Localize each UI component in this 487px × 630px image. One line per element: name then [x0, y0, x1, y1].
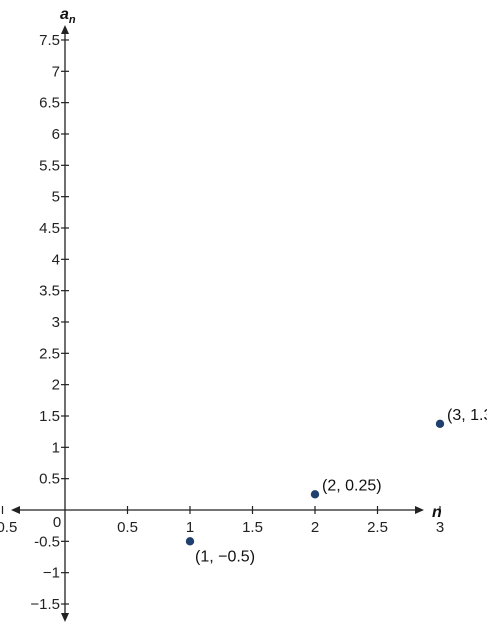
- data-point-label: (2, 0.25): [322, 477, 382, 494]
- data-point: [310, 490, 320, 499]
- y-tick-label: 5.5: [39, 157, 60, 174]
- y-tick-label: 1: [52, 439, 60, 456]
- y-axis-label-subscript: n: [69, 14, 76, 26]
- data-point-label: (3, 1.375): [447, 407, 487, 424]
- y-tick-label: 3: [52, 314, 60, 331]
- x-axis-arrow-left: [11, 506, 20, 514]
- x-tick-label: 2: [311, 519, 319, 536]
- y-tick-label: 6.5: [39, 95, 60, 112]
- y-tick-label: −1.5: [30, 596, 60, 613]
- x-ticks: −0.50.511.522.533.544.555.50: [0, 506, 444, 536]
- y-axis-arrow-top: [61, 25, 69, 34]
- x-tick-label: 3: [436, 519, 444, 536]
- y-tick-label: 6: [52, 126, 60, 143]
- y-tick-label: 5: [52, 189, 60, 206]
- x-tick-label: 2.5: [367, 519, 388, 536]
- data-point-label: (1, −0.5): [195, 548, 255, 565]
- y-tick-label: 7: [52, 63, 60, 80]
- data-point: [185, 537, 195, 546]
- x-tick-label: 1.5: [242, 519, 263, 536]
- y-tick-label: 3.5: [39, 283, 60, 300]
- y-tick-label: 7.5: [39, 32, 60, 49]
- y-tick-label: 1.5: [39, 408, 60, 425]
- y-tick-label: −1: [43, 565, 60, 582]
- x-axis-label: n: [432, 504, 442, 521]
- x-tick-label: 0.5: [117, 519, 138, 536]
- y-tick-label: -0.5: [34, 533, 60, 550]
- origin-label: 0: [53, 514, 61, 531]
- y-tick-label: 2: [52, 377, 60, 394]
- y-tick-label: 0.5: [39, 471, 60, 488]
- y-tick-label: 4: [52, 251, 60, 268]
- data-points: (1, −0.5)(2, 0.25)(3, 1.375)(4, 3.0625)(…: [185, 407, 487, 565]
- y-axis-label: an: [60, 6, 76, 26]
- data-point: [435, 419, 445, 429]
- x-tick-label: −0.5: [0, 519, 17, 536]
- y-axis-label-base: a: [60, 6, 69, 23]
- y-tick-label: 2.5: [39, 345, 60, 362]
- y-ticks: −1.5 −1 -0.5 0.5 1 1.5 2 2.5 3 3.5 4 4.5 5 5.5 6 6.5 7 7.…: [30, 32, 69, 613]
- axes: [11, 25, 424, 622]
- y-tick-label: 4.5: [39, 220, 60, 237]
- y-axis-arrow-bottom: [61, 613, 69, 622]
- x-axis-arrow-right: [415, 506, 424, 514]
- x-tick-label: 1: [186, 519, 194, 536]
